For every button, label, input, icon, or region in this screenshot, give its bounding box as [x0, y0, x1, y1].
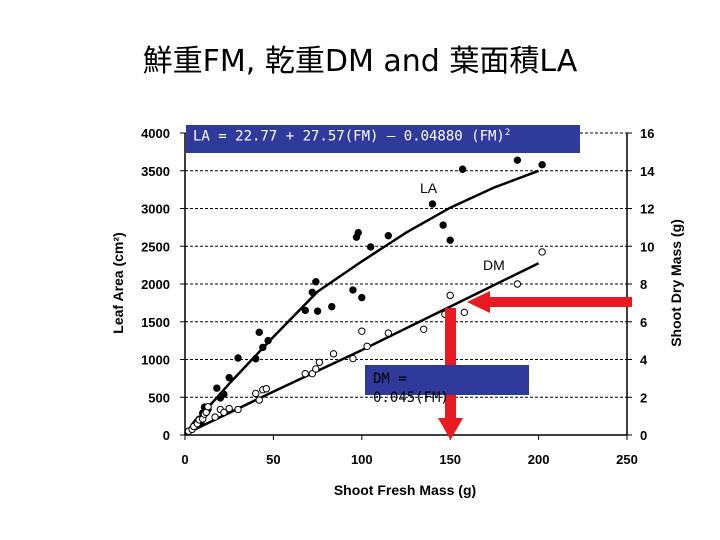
arrow-shaft-down [445, 308, 456, 420]
data-point-dm [211, 413, 219, 421]
x-axis-ticks: 0 50 100 150 200 250 [181, 435, 638, 467]
data-point-dm [234, 405, 242, 414]
arrow-head-down [438, 418, 463, 440]
left-tick-label: 500 [148, 390, 170, 405]
data-point-dm [225, 404, 233, 413]
data-point-la [308, 288, 316, 297]
data-point-la [384, 231, 393, 240]
x-tick-label: 250 [616, 452, 638, 467]
la-equation: LA = 22.77 + 27.57(FM) – 0.04880 (FM)2 [193, 128, 510, 145]
data-point-la [328, 302, 336, 311]
right-tick-label: 6 [640, 315, 647, 330]
left-tick-label: 2000 [141, 277, 170, 292]
data-point-la [220, 390, 228, 398]
left-axis-title: Leaf Area (cm²) [110, 232, 126, 333]
data-point-dm [312, 365, 320, 373]
data-points [184, 156, 546, 435]
left-tick-label: 4000 [141, 126, 170, 141]
data-point-la [225, 373, 233, 382]
data-point-la [234, 354, 242, 362]
right-tick-label: 14 [640, 164, 655, 179]
left-tick-label: 3500 [141, 164, 170, 179]
data-point-dm [513, 280, 522, 288]
series-label-la: LA [420, 180, 438, 196]
data-point-dm [460, 308, 469, 317]
data-point-dm [363, 342, 371, 350]
data-point-la [458, 165, 467, 173]
data-point-la [255, 328, 263, 337]
x-tick-label: 150 [439, 452, 461, 467]
la-equation-exponent: 2 [504, 128, 511, 138]
data-point-dm [419, 325, 428, 333]
data-point-la [349, 286, 357, 294]
fit-curve-la [184, 169, 540, 435]
left-tick-label: 1500 [141, 315, 170, 330]
slide-title: 鮮重FM, 乾重DM and 葉面積LA [142, 44, 578, 79]
data-point-la [538, 161, 546, 169]
right-tick-label: 2 [640, 390, 647, 405]
dm-equation: DM = 0.045(FM) [373, 371, 449, 406]
annotation-arrows [438, 291, 632, 440]
series-label-dm: DM [483, 257, 505, 273]
left-tick-label: 0 [163, 428, 170, 443]
data-point-la [313, 307, 322, 315]
la-equation-box [186, 125, 580, 153]
data-point-dm [384, 329, 393, 337]
data-point-la [358, 293, 366, 302]
data-point-la [354, 228, 362, 237]
la-equation-text: LA = 22.77 + 27.57(FM) – 0.04880 (FM) [193, 128, 505, 145]
data-point-la [446, 236, 454, 244]
x-tick-label: 0 [181, 452, 188, 467]
data-point-la [439, 221, 447, 229]
right-axis-ticks: 0 2 4 6 8 10 12 14 16 [627, 126, 655, 443]
arrow-shaft-left [488, 297, 632, 307]
data-point-dm [538, 248, 546, 256]
right-tick-label: 12 [640, 202, 654, 217]
x-tick-label: 50 [266, 452, 280, 467]
left-tick-label: 2500 [141, 239, 170, 254]
right-tick-label: 10 [640, 239, 654, 254]
data-point-la [252, 355, 260, 363]
right-axis-title: Shoot Dry Mass (g) [668, 219, 684, 347]
left-axis-ticks: 0 500 1000 1500 2000 2500 3000 3500 4000 [141, 126, 185, 443]
data-point-la [259, 343, 267, 352]
data-point-dm [204, 402, 212, 411]
data-point-dm [220, 408, 228, 417]
data-point-la [428, 200, 437, 208]
data-point-dm [329, 350, 338, 358]
data-point-la [264, 336, 272, 345]
chart-gridlines [185, 132, 627, 398]
data-point-la [312, 278, 320, 286]
data-point-dm [358, 327, 366, 335]
data-point-la [513, 156, 522, 164]
dm-equation-box [365, 365, 529, 395]
data-point-dm [301, 369, 309, 378]
right-tick-label: 4 [640, 353, 648, 368]
data-point-dm [446, 291, 454, 300]
left-tick-label: 1000 [141, 353, 170, 368]
data-point-la [366, 243, 375, 251]
right-tick-label: 8 [640, 277, 647, 292]
fit-curve-dm [184, 262, 540, 436]
data-point-dm [255, 396, 263, 404]
left-tick-label: 3000 [141, 202, 170, 217]
x-tick-label: 200 [528, 452, 550, 467]
data-point-dm [315, 358, 324, 367]
data-point-la [213, 384, 221, 392]
x-tick-label: 100 [351, 452, 373, 467]
data-point-la [301, 306, 309, 315]
data-point-dm [252, 389, 260, 398]
x-axis-title: Shoot Fresh Mass (g) [334, 482, 476, 498]
arrow-head-left [467, 291, 490, 313]
right-tick-label: 16 [640, 126, 654, 141]
data-point-dm [262, 385, 271, 393]
data-point-dm [349, 354, 357, 363]
right-tick-label: 0 [640, 428, 647, 443]
fit-curves [184, 169, 540, 436]
